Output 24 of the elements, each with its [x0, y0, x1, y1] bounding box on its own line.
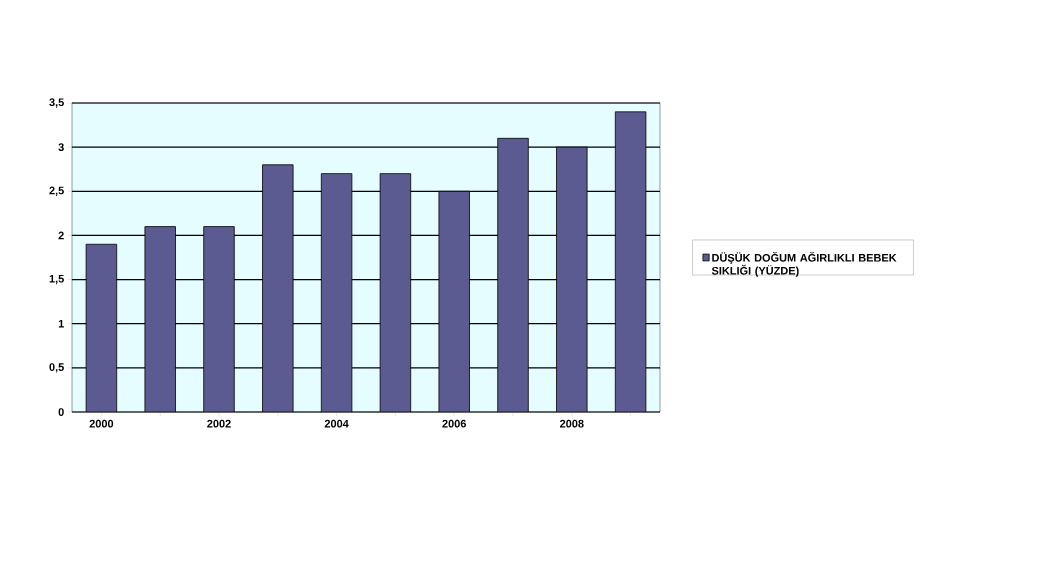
legend-label: DÜŞÜK DOĞUM AĞIRLIKLI BEBEK SIKLIĞI (YÜZDE) — [711, 251, 897, 277]
y-tick-label: 1,5 — [49, 274, 64, 285]
y-tick-label: 1 — [58, 319, 64, 328]
bar — [614, 111, 647, 412]
bar — [85, 243, 118, 412]
x-tick-label: 2002 — [207, 419, 231, 428]
bar — [438, 190, 470, 412]
bar — [262, 164, 294, 412]
x-tick-label: 2000 — [89, 419, 114, 428]
bar — [556, 146, 588, 412]
x-tick-label: 2008 — [560, 419, 584, 428]
y-tick-label: 3 — [58, 143, 64, 152]
y-tick-label: 0 — [58, 408, 64, 416]
y-tick-label: 3,5 — [49, 98, 64, 108]
bar — [497, 137, 529, 412]
y-tick-label: 2,5 — [49, 186, 64, 196]
bar — [203, 226, 235, 412]
bar — [144, 226, 176, 412]
bar — [320, 173, 353, 412]
y-tick-label: 2 — [58, 231, 64, 240]
bar — [379, 173, 412, 412]
x-tick-label: 2006 — [442, 419, 466, 428]
y-tick-label: 0,5 — [49, 363, 64, 373]
x-tick-label: 2004 — [324, 419, 349, 428]
